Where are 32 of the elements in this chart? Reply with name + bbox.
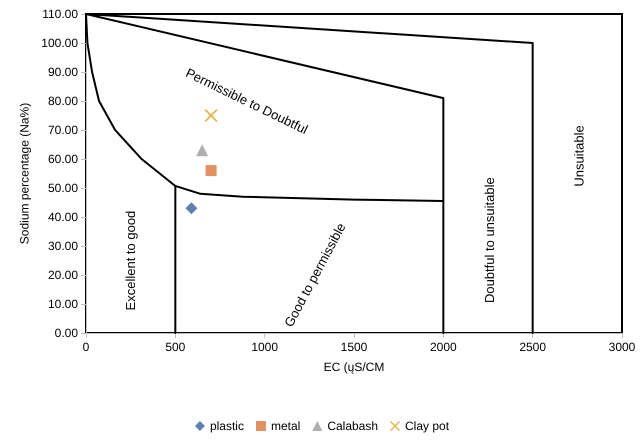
y-tick-label: 10.00 bbox=[48, 297, 78, 311]
x-tick-label: 2000 bbox=[430, 340, 458, 354]
x-tick-label: 2500 bbox=[519, 340, 546, 354]
legend-label: metal bbox=[270, 419, 300, 433]
point bbox=[185, 202, 198, 214]
y-tick-label: 20.00 bbox=[48, 268, 78, 282]
y-tick-label: 50.00 bbox=[48, 181, 78, 195]
x-axis-title: EC (ųS/CM bbox=[324, 360, 384, 374]
x-tick-label: 1000 bbox=[251, 340, 278, 354]
point bbox=[206, 165, 217, 176]
annotation: Excellent to good bbox=[122, 210, 138, 310]
y-tick-label: 90.00 bbox=[48, 65, 78, 79]
y-tick-label: 60.00 bbox=[48, 152, 78, 166]
y-tick-label: 0.00 bbox=[54, 326, 78, 340]
x-tick-label: 1500 bbox=[340, 340, 368, 354]
point bbox=[204, 109, 218, 122]
legend-label: Clay pot bbox=[405, 419, 450, 433]
x-tick-label: 500 bbox=[165, 340, 186, 354]
y-tick-label: 70.00 bbox=[48, 123, 78, 137]
annotation: Unsuitable bbox=[572, 125, 587, 187]
y-tick-label: 110.00 bbox=[42, 7, 78, 21]
x-tick-label: 0 bbox=[82, 340, 90, 354]
point bbox=[196, 144, 208, 156]
y-tick-label: 100.00 bbox=[41, 36, 78, 50]
y-tick-label: 40.00 bbox=[48, 210, 78, 224]
y-tick-label: 80.00 bbox=[48, 94, 78, 108]
legend-label: Calabash bbox=[327, 419, 378, 433]
y-axis-title: Sodium percentage (Na%) bbox=[17, 102, 32, 244]
y-tick-label: 30.00 bbox=[48, 239, 78, 253]
legend-label: plastic bbox=[210, 419, 244, 433]
annotation: Doubtful to unsuitable bbox=[482, 177, 498, 304]
x-tick-label: 3000 bbox=[608, 340, 636, 354]
